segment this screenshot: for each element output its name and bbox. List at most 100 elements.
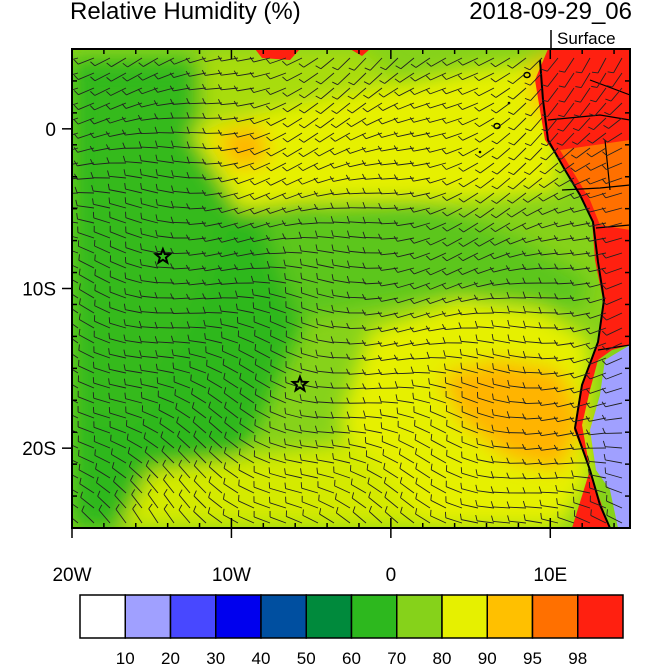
wind-barb <box>524 57 543 71</box>
wind-barb <box>446 434 463 449</box>
wind-barb <box>72 353 79 359</box>
wind-barb <box>282 132 303 143</box>
wind-barb <box>585 192 607 199</box>
wind-barb <box>490 72 511 83</box>
wind-barb <box>299 454 319 464</box>
wind-barb <box>331 274 351 284</box>
wind-barb <box>283 438 303 449</box>
wind-barb <box>233 250 255 257</box>
wind-barb <box>409 102 431 109</box>
wind-barb <box>572 117 591 132</box>
wind-barb <box>298 218 319 225</box>
wind-barb <box>331 230 351 239</box>
colorbar-label: 70 <box>387 649 406 667</box>
wind-barb <box>154 307 175 314</box>
wind-barb <box>492 363 511 374</box>
wind-barb <box>553 371 575 377</box>
wind-barb <box>297 192 319 199</box>
wind-barb <box>490 102 511 114</box>
wind-barb <box>78 328 95 344</box>
wind-barb <box>377 145 399 152</box>
wind-barb <box>72 117 79 121</box>
wind-barb <box>155 214 175 224</box>
wind-barb <box>173 375 191 389</box>
wind-barb <box>249 56 271 63</box>
wind-barb <box>585 429 607 436</box>
wind-barb <box>315 244 335 254</box>
wind-barb <box>72 459 79 464</box>
wind-barb <box>603 117 623 129</box>
wind-barb <box>605 87 623 102</box>
wind-barb <box>346 291 367 299</box>
wind-barb <box>284 423 303 434</box>
wind-barb <box>193 475 207 494</box>
wind-barb <box>249 117 271 125</box>
wind-barb <box>266 132 287 142</box>
wind-barb <box>73 87 95 96</box>
wind-barb <box>137 72 159 81</box>
wind-barb <box>154 113 175 120</box>
wind-barb <box>570 443 591 450</box>
wind-barb <box>346 117 367 128</box>
wind-barb <box>346 411 367 419</box>
wind-barb <box>346 397 367 404</box>
wind-barb <box>141 405 159 419</box>
wind-barb <box>394 367 415 375</box>
wind-barb <box>442 207 463 217</box>
wind-barb <box>425 117 447 123</box>
wind-barb <box>108 407 127 419</box>
wind-barb <box>445 465 463 479</box>
wind-barb <box>315 453 335 464</box>
wind-barb <box>253 496 271 509</box>
wind-barb <box>254 329 271 344</box>
wind-barb <box>208 416 223 434</box>
x-tick-label: 20W <box>52 565 91 586</box>
wind-barb <box>537 236 559 242</box>
wind-barb <box>98 504 111 524</box>
wind-barb <box>238 510 255 524</box>
wind-barb <box>574 87 591 103</box>
wind-barb <box>253 481 271 494</box>
wind-barb <box>379 409 399 419</box>
wind-barb <box>269 496 287 509</box>
wind-barb <box>171 140 191 149</box>
wind-barb <box>78 313 95 329</box>
wind-barb <box>238 494 255 509</box>
wind-barb <box>154 292 175 299</box>
wind-barb <box>72 57 79 61</box>
wind-barb <box>185 70 207 77</box>
wind-barb <box>72 399 79 404</box>
wind-barb <box>538 472 559 479</box>
wind-barb <box>73 102 95 110</box>
wind-barb <box>72 235 79 239</box>
wind-barb <box>316 303 335 314</box>
wind-barb <box>93 225 111 239</box>
wind-barb <box>491 408 511 419</box>
wind-barb <box>72 250 79 254</box>
wind-barb <box>330 132 351 142</box>
colorbar-swatch <box>441 594 488 639</box>
wind-barb <box>254 373 271 389</box>
wind-barb <box>522 366 543 374</box>
wind-barb <box>191 388 207 404</box>
wind-barb <box>201 279 223 286</box>
wind-barb <box>300 272 319 284</box>
wind-barb <box>348 72 367 86</box>
wind-barb <box>300 468 319 479</box>
wind-barb <box>315 87 335 100</box>
wind-barb <box>425 147 447 153</box>
wind-barb <box>335 506 351 524</box>
wind-barb <box>446 419 463 434</box>
wind-barb <box>587 468 607 479</box>
wind-barb <box>106 87 127 96</box>
wind-barb <box>425 297 447 304</box>
wind-barb <box>558 72 575 88</box>
colorbar-swatch <box>124 594 172 639</box>
wind-barb <box>361 160 383 167</box>
wind-barb <box>508 132 527 146</box>
wind-barb <box>177 430 191 449</box>
wind-barb <box>154 321 175 329</box>
wind-barb <box>393 102 415 110</box>
wind-barb <box>601 401 623 408</box>
wind-barb <box>586 147 607 158</box>
